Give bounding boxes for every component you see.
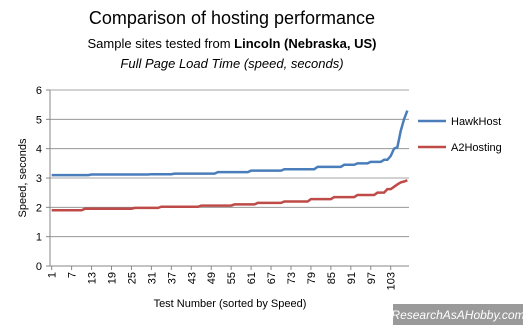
x-tick-label: 43 xyxy=(186,272,198,284)
x-tick-label: 85 xyxy=(326,272,338,284)
series-line xyxy=(51,179,408,212)
x-tick-label: 37 xyxy=(166,272,178,284)
y-tick-label: 5 xyxy=(36,114,42,126)
x-tick-label: 103 xyxy=(386,272,398,290)
x-tick-label: 97 xyxy=(366,272,378,284)
y-axis-label: Speed, seconds xyxy=(17,138,29,217)
y-tick-label: 2 xyxy=(36,202,42,214)
x-tick-label: 55 xyxy=(226,272,238,284)
x-tick-label: 61 xyxy=(246,272,258,284)
watermark: ResearchAsAHobby.com xyxy=(391,308,524,322)
legend-label: A2Hosting xyxy=(451,142,502,154)
x-tick-label: 79 xyxy=(306,272,318,284)
x-tick-label: 31 xyxy=(146,272,158,284)
x-tick-label: 67 xyxy=(266,272,278,284)
x-tick-label: 73 xyxy=(286,272,298,284)
x-tick-label: 91 xyxy=(346,272,358,284)
y-tick-label: 4 xyxy=(36,144,42,156)
x-axis-label: Test Number (sorted by Speed) xyxy=(154,298,307,310)
legend-label: HawkHost xyxy=(451,116,501,128)
watermark-box xyxy=(393,304,523,325)
subtitle-location: Lincoln (Nebraska, US) xyxy=(234,36,376,51)
chart-caption: Full Page Load Time (speed, seconds) xyxy=(120,56,343,71)
chart-title: Comparison of hosting performance xyxy=(89,8,375,28)
x-tick-label: 49 xyxy=(206,272,218,284)
x-tick-label: 13 xyxy=(87,272,99,284)
y-tick-label: 6 xyxy=(36,85,42,97)
chart-subtitle: Sample sites tested from Lincoln (Nebras… xyxy=(88,36,377,51)
x-tick-label: 1 xyxy=(47,272,59,278)
y-tick-label: 0 xyxy=(36,261,42,273)
x-tick-label: 19 xyxy=(106,272,118,284)
y-tick-label: 3 xyxy=(36,173,42,185)
y-tick-label: 1 xyxy=(36,232,42,244)
subtitle-text: Sample sites tested from xyxy=(88,36,235,51)
x-tick-label: 7 xyxy=(67,272,79,278)
series-line xyxy=(51,110,409,177)
x-tick-label: 25 xyxy=(126,272,138,284)
